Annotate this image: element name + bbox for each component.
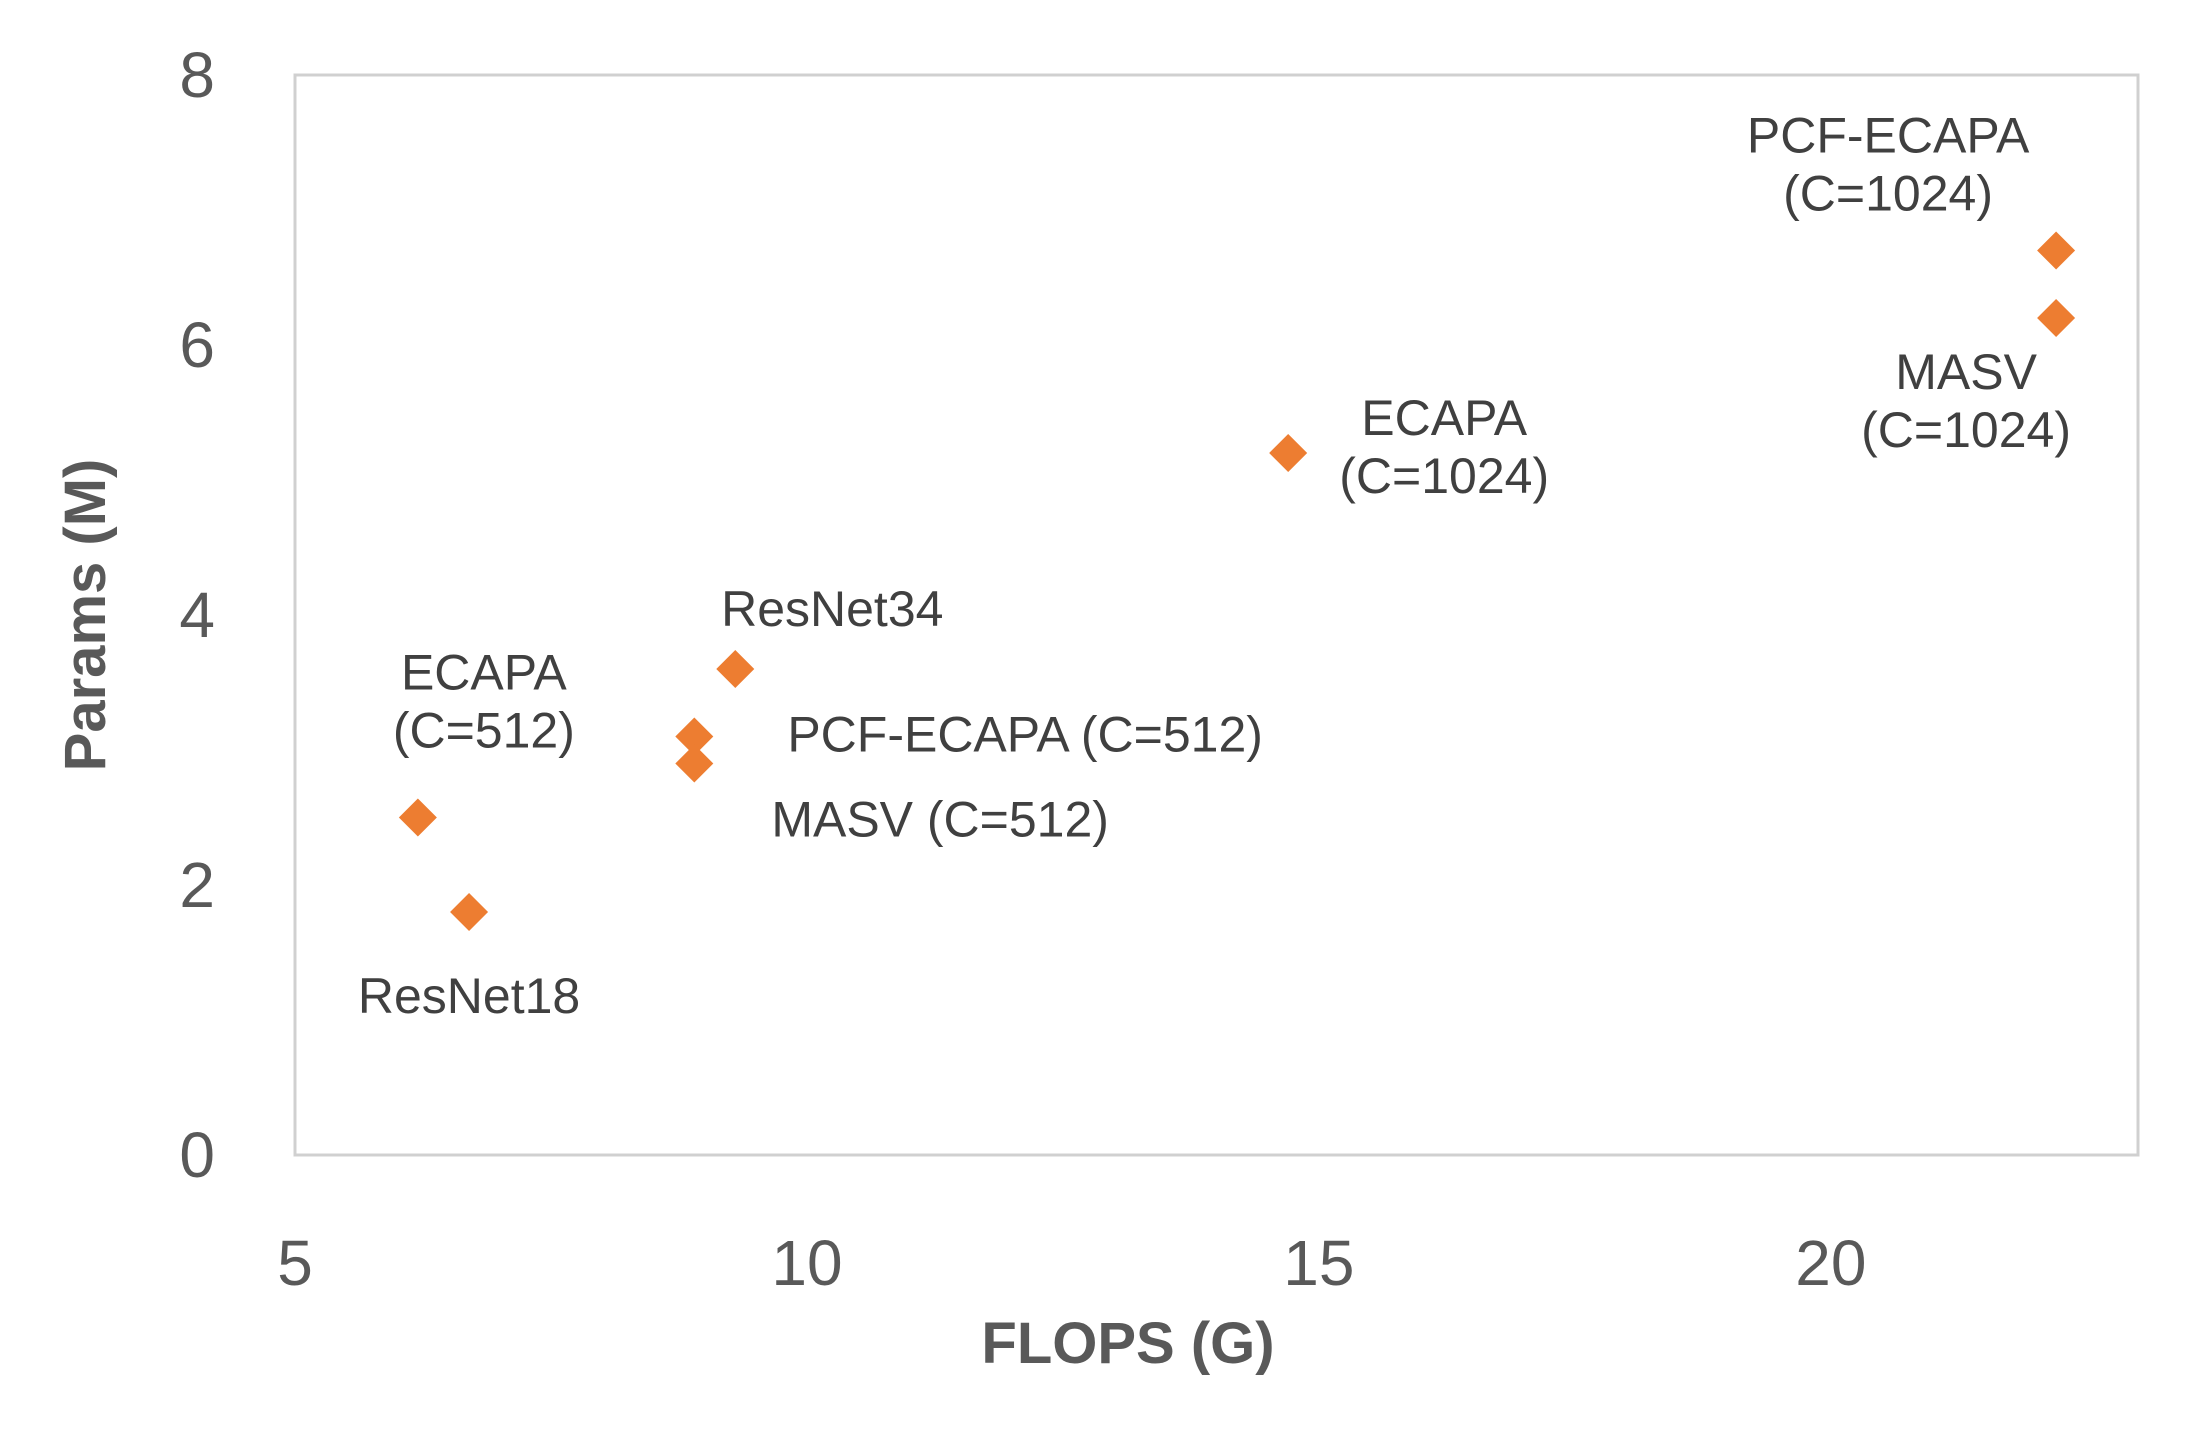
data-point-label-line: ResNet34 bbox=[721, 581, 943, 637]
data-point-label-line: ECAPA bbox=[1361, 390, 1527, 446]
data-point-marker bbox=[2037, 231, 2076, 270]
data-point-label-line: ResNet18 bbox=[358, 968, 580, 1024]
data-point-label: ResNet34 bbox=[721, 581, 943, 637]
plot-area bbox=[293, 73, 2140, 1157]
x-axis-title: FLOPS (G) bbox=[981, 1311, 1274, 1376]
data-point-label-line: MASV bbox=[1895, 344, 2037, 400]
data-point-marker bbox=[2037, 299, 2076, 337]
data-point-label-line: (C=1024) bbox=[1861, 402, 2071, 458]
x-tick-label: 10 bbox=[771, 1227, 842, 1299]
y-tick-label: 0 bbox=[179, 1119, 215, 1191]
data-point-label: MASV (C=512) bbox=[771, 792, 1109, 848]
x-tick-label: 15 bbox=[1283, 1227, 1354, 1299]
y-axis-ticks: 0 2 4 6 8 bbox=[179, 39, 215, 1191]
data-point-marker bbox=[1269, 434, 1308, 472]
data-point-label-line: (C=1024) bbox=[1783, 166, 1993, 222]
data-point-marker bbox=[398, 798, 437, 837]
data-point-label-line: PCF-ECAPA bbox=[1747, 108, 2030, 164]
data-point-label-line: MASV (C=512) bbox=[771, 792, 1109, 848]
data-point-marker bbox=[675, 717, 714, 756]
data-point-label: ECAPA (C=1024) bbox=[1339, 390, 1549, 504]
data-point-label: PCF-ECAPA (C=1024) bbox=[1747, 108, 2030, 222]
data-point-label-line: (C=1024) bbox=[1339, 448, 1549, 504]
y-tick-label: 8 bbox=[179, 39, 215, 111]
data-point-label: PCF-ECAPA (C=512) bbox=[787, 707, 1263, 763]
x-tick-label: 20 bbox=[1795, 1227, 1866, 1299]
data-point-marker bbox=[450, 893, 489, 931]
x-tick-label: 5 bbox=[277, 1227, 313, 1299]
y-tick-label: 4 bbox=[179, 579, 215, 651]
data-point-marker bbox=[675, 744, 714, 783]
data-point-label-line: (C=512) bbox=[393, 703, 575, 759]
y-tick-label: 2 bbox=[179, 849, 215, 921]
data-point-label-line: ECAPA bbox=[401, 645, 567, 701]
data-points bbox=[398, 231, 2076, 931]
y-tick-label: 6 bbox=[179, 309, 215, 381]
data-point-label: ResNet18 bbox=[358, 968, 580, 1024]
y-axis-title: Params (M) bbox=[53, 459, 118, 772]
data-point-label: ECAPA (C=512) bbox=[393, 645, 575, 759]
data-point-label-line: PCF-ECAPA (C=512) bbox=[787, 707, 1263, 763]
data-point-marker bbox=[716, 650, 755, 688]
x-axis-ticks: 5 10 15 20 bbox=[277, 1227, 1866, 1299]
data-point-label: MASV (C=1024) bbox=[1861, 344, 2071, 458]
